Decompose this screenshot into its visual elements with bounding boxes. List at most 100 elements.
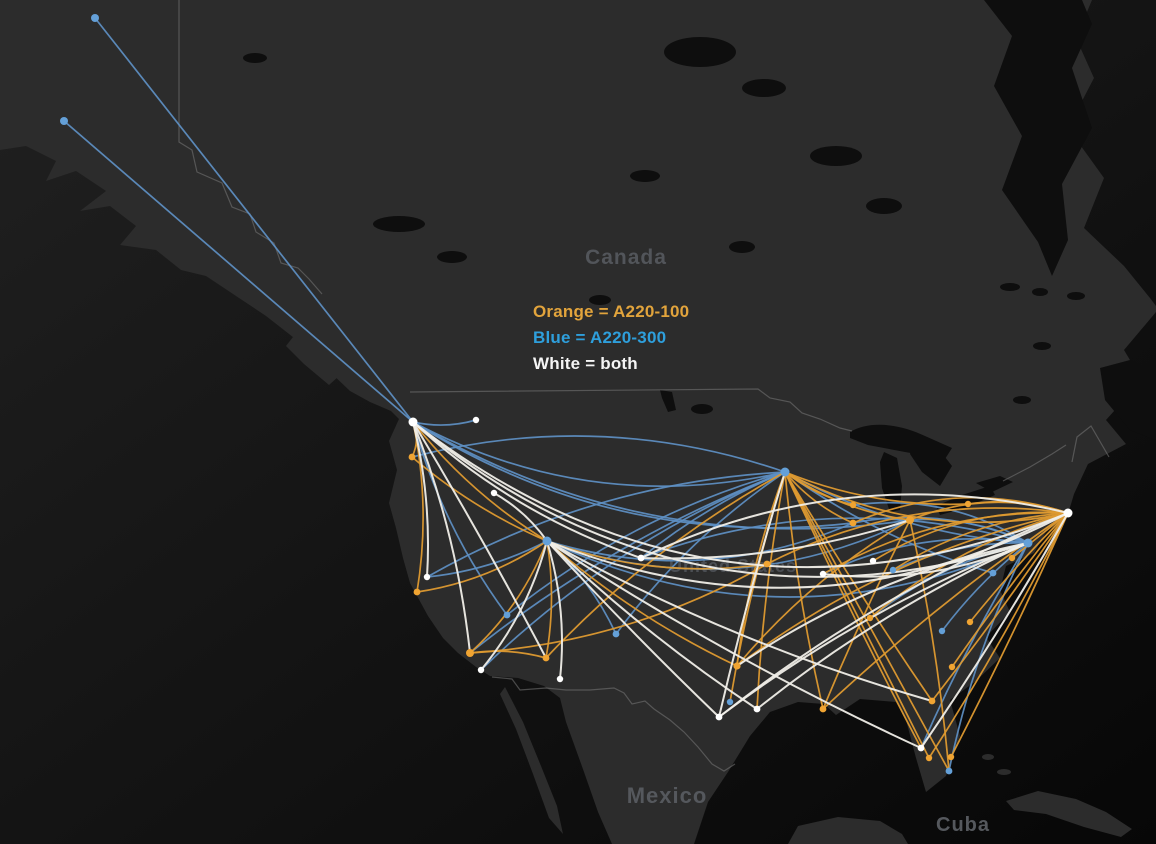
route-bos-jax bbox=[932, 513, 1068, 701]
us-mexico-border bbox=[492, 677, 735, 771]
airport-dot-tpa bbox=[917, 744, 925, 752]
route-sea-las bbox=[413, 422, 507, 615]
route-sea-slc bbox=[413, 422, 547, 541]
airport-dot-phx bbox=[542, 654, 550, 662]
route-sea-msp bbox=[413, 422, 785, 486]
route-slc-dfw bbox=[547, 541, 737, 666]
airport-dot-las bbox=[503, 611, 511, 619]
airport-dot-chs bbox=[948, 663, 956, 671]
airport-dot-ord bbox=[849, 519, 857, 527]
route-sea-phx bbox=[413, 422, 546, 658]
legend-item-blue: Blue = A220-300 bbox=[533, 328, 667, 347]
route-slc-lga bbox=[547, 541, 1028, 597]
airport-dot-mke bbox=[849, 501, 857, 509]
lake bbox=[1067, 292, 1085, 300]
route-sea-dtw bbox=[413, 422, 910, 529]
lake bbox=[1032, 288, 1048, 296]
route-slc-sfo bbox=[427, 541, 547, 577]
route-slc-hou bbox=[547, 541, 757, 709]
route-sea-den bbox=[413, 422, 641, 558]
airport-dot-cvg bbox=[889, 566, 897, 574]
lake bbox=[810, 146, 862, 166]
lake bbox=[1033, 342, 1051, 350]
map-label-mexico: Mexico bbox=[627, 783, 708, 808]
airport-dot-sat bbox=[715, 713, 723, 721]
airport-dot-mci bbox=[763, 560, 771, 568]
airport-dot-roc bbox=[964, 500, 972, 508]
map-label-cuba: Cuba bbox=[936, 814, 990, 836]
airport-dot-lga bbox=[1023, 538, 1033, 548]
lake bbox=[630, 170, 660, 182]
water-bodies bbox=[243, 0, 1156, 515]
route-bos-ord bbox=[853, 498, 1068, 523]
country-labels: Canada United States Mexico Cuba bbox=[585, 246, 990, 836]
airport-dot-msp bbox=[780, 467, 790, 477]
airport-dot-aus bbox=[726, 698, 734, 706]
airport-dot-bna bbox=[866, 614, 874, 622]
route-bos-chs bbox=[952, 513, 1068, 667]
lake-winnipeg bbox=[660, 390, 676, 412]
route-slc-mci bbox=[547, 541, 767, 569]
airport-dot-ric bbox=[966, 618, 974, 626]
route-slc-tpa bbox=[547, 541, 921, 748]
airport-dot-dfw bbox=[733, 662, 741, 670]
lake bbox=[729, 241, 755, 253]
lake bbox=[664, 37, 736, 67]
route-msp-rsw bbox=[785, 472, 929, 758]
route-anc-sea bbox=[64, 121, 413, 422]
map-label-canada: Canada bbox=[585, 246, 667, 269]
route-dtw-msy bbox=[823, 520, 910, 709]
route-lga-stl bbox=[823, 539, 1028, 574]
lake bbox=[866, 198, 902, 214]
route-pdx-slc bbox=[412, 457, 547, 541]
route-dtw-dfw bbox=[737, 520, 910, 666]
route-bos-tpa bbox=[921, 513, 1068, 748]
lake bbox=[1013, 396, 1031, 404]
route-msp-sat bbox=[719, 472, 785, 717]
vancouver-island bbox=[286, 337, 339, 385]
route-sea-lax bbox=[413, 422, 470, 653]
route-msp-sfo bbox=[427, 472, 785, 577]
airport-dot-phl bbox=[1008, 554, 1016, 562]
lake bbox=[1000, 283, 1020, 291]
route-lga-tpa bbox=[921, 543, 1028, 748]
airport-dot-sfo bbox=[423, 573, 431, 581]
route-msp-den bbox=[641, 472, 785, 558]
route-bos-pbi bbox=[951, 513, 1068, 757]
hudson-bay bbox=[984, 0, 1092, 276]
lake-michigan bbox=[880, 452, 902, 512]
map-legend: Orange = A220-100 Blue = A220-300 White … bbox=[533, 299, 689, 377]
lake bbox=[243, 53, 267, 63]
route-msp-tpa bbox=[785, 472, 921, 748]
route-lga-clt bbox=[942, 543, 1028, 631]
lake-huron bbox=[910, 446, 952, 486]
route-lga-dfw bbox=[737, 543, 1028, 666]
lake bbox=[373, 216, 425, 232]
route-slc-sat bbox=[547, 541, 719, 717]
route-sea-sfo bbox=[413, 422, 428, 577]
route-slc-tus bbox=[547, 541, 562, 679]
airport-dot-dca bbox=[989, 569, 997, 577]
us-canada-border-west bbox=[410, 389, 852, 431]
airport-dot-stl bbox=[819, 570, 827, 578]
yucatan bbox=[788, 817, 908, 844]
route-msp-hou bbox=[757, 472, 785, 709]
route-bos-ric bbox=[970, 513, 1068, 622]
route-msp-abq bbox=[616, 472, 785, 634]
airport-dot-fll bbox=[945, 767, 953, 775]
airport-dot-lax bbox=[466, 649, 474, 657]
airport-dot-pbi bbox=[947, 753, 955, 761]
route-sea-geg bbox=[413, 420, 476, 425]
route-bos-msy bbox=[823, 513, 1068, 709]
baja-california bbox=[500, 687, 563, 834]
route-msp-fll bbox=[785, 472, 949, 771]
airport-dot-geg bbox=[472, 416, 480, 424]
airport-dot-boi bbox=[490, 489, 498, 497]
route-lga-hou bbox=[757, 543, 1028, 709]
airport-dot-hou bbox=[753, 705, 761, 713]
airport-dot-bos bbox=[1063, 508, 1073, 518]
route-stl-lga bbox=[823, 543, 1028, 577]
route-fai-sea bbox=[95, 18, 413, 422]
route-dtw-fll bbox=[910, 520, 949, 771]
airport-dot-slc bbox=[542, 536, 552, 546]
